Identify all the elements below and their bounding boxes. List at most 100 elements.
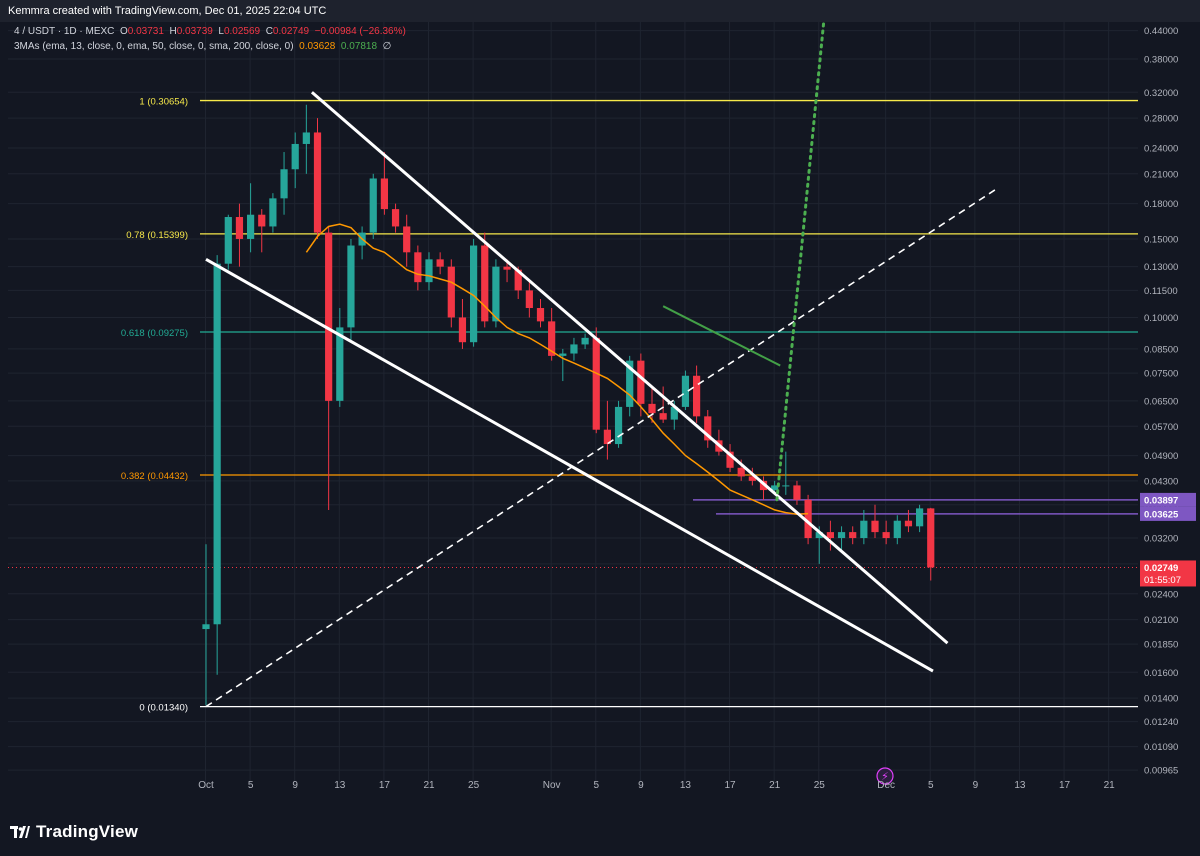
chart-pane[interactable]: 1 (0.30654) 0.78 (0.15399) 0.618 (0.09275)… (8, 22, 1138, 788)
candle-body (481, 245, 489, 322)
x-axis-tick-label: 25 (814, 780, 826, 788)
candle-body (681, 375, 690, 407)
bar-countdown-label: 01:55:07 (1144, 575, 1181, 586)
high-value: 0.03739 (176, 26, 213, 37)
candle-body (224, 217, 232, 264)
candle-body (447, 266, 455, 318)
x-axis-tick-label: 9 (292, 780, 298, 788)
x-axis-tick-label: 13 (1014, 780, 1026, 788)
y-axis-tick-label: 0.02400 (1144, 589, 1178, 600)
ma-indicator-label[interactable]: 3MAs (ema, 13, close, 0, ema, 50, close,… (14, 41, 294, 52)
candle-body (782, 485, 790, 487)
ma1-value: 0.03628 (299, 41, 336, 52)
ema13-line (305, 223, 809, 515)
y-axis-tick-label: 0.32000 (1144, 88, 1178, 99)
candle-body (837, 532, 846, 539)
fib-level-label: 0.618 (0.09275) (121, 328, 188, 339)
symbol-name[interactable]: 4 / USDT · 1D · MEXC (14, 26, 115, 37)
candle-body (548, 321, 556, 356)
y-axis-tick-label: 0.38000 (1144, 54, 1178, 65)
candle-body (492, 266, 500, 322)
event-icon (876, 767, 894, 785)
x-axis-tick-label: 9 (638, 780, 644, 788)
candle-body (614, 406, 623, 445)
candle-body (693, 375, 701, 417)
candle-body (570, 344, 578, 354)
x-axis-tick-label: 9 (973, 780, 979, 788)
x-axis-tick-label: 13 (334, 780, 346, 788)
candle-body (380, 178, 388, 210)
candle-body (670, 406, 678, 420)
low-label: L (218, 26, 224, 37)
drawing-solid-trendline (310, 91, 949, 645)
tradingview-brand-text: TradingView (36, 822, 139, 841)
y-axis-tick-label: 0.44000 (1144, 26, 1178, 37)
candle-body (235, 217, 244, 239)
candle-body (503, 266, 511, 270)
x-axis-tick-label: 25 (468, 780, 480, 788)
y-axis-tick-label: 0.18000 (1144, 199, 1178, 210)
x-axis-tick-label: 5 (928, 780, 934, 788)
candle-body (871, 520, 879, 533)
tradingview-logo[interactable]: TradingView (10, 822, 138, 842)
low-value: 0.02569 (223, 26, 261, 37)
candle-body (815, 532, 823, 539)
y-axis-tick-label: 0.21000 (1144, 169, 1178, 180)
x-axis-tick-label: Oct (198, 780, 214, 788)
y-axis-tick-label: 0.07500 (1144, 369, 1178, 380)
price-axis[interactable]: 0.44000 0.38000 0.32000 0.28000 0.24000 0.210… (1138, 22, 1200, 822)
x-axis-tick-label: 17 (724, 780, 736, 788)
y-axis-tick-label: 0.01600 (1144, 668, 1178, 679)
tradingview-logo-icon (10, 826, 30, 838)
candle-body (748, 476, 756, 481)
candle-body (202, 624, 210, 630)
y-axis-tick-label: 0.00965 (1144, 766, 1178, 777)
ma-legend: 3MAs (ema, 13, close, 0, ema, 50, close,… (14, 41, 391, 52)
close-label: C (265, 26, 273, 37)
x-axis-tick-label: Dec (877, 780, 895, 788)
x-axis-tick-label: 5 (593, 780, 599, 788)
candle-body (804, 499, 812, 539)
candle-body (904, 520, 913, 527)
candle-body (536, 308, 545, 322)
y-axis-tick-label: 0.06500 (1144, 396, 1178, 407)
y-axis-tick-label: 0.04300 (1144, 476, 1178, 487)
price-tag-label: 0.03897 (1144, 495, 1178, 506)
y-axis-tick-label: 0.28000 (1144, 114, 1178, 125)
candle-body (291, 143, 299, 170)
candle-body (726, 451, 734, 468)
candle-body (391, 209, 400, 227)
price-chart[interactable]: 1 (0.30654) 0.78 (0.15399) 0.618 (0.09275)… (8, 22, 1138, 788)
ma3-value: ∅ (382, 41, 392, 52)
fib-level-label: 1 (0.30654) (139, 97, 188, 108)
y-axis-tick-label: 0.01400 (1144, 694, 1178, 705)
drawing-solid-trendline (662, 305, 781, 367)
candle-body (336, 327, 344, 401)
x-axis-tick-label: 13 (680, 780, 692, 788)
ma2-value: 0.07818 (340, 41, 378, 52)
candle-body (704, 416, 712, 441)
x-axis-tick-label: 21 (423, 780, 435, 788)
price-tag-background (1140, 506, 1196, 521)
high-label: H (169, 26, 177, 37)
candle-body (514, 269, 522, 291)
y-axis-tick-label: 0.11500 (1144, 286, 1178, 297)
candle-body (347, 245, 355, 328)
candle-body (849, 532, 857, 539)
x-axis-tick-label: 17 (1059, 780, 1071, 788)
last-price-label: 0.02749 (1144, 563, 1178, 574)
y-axis-tick-label: 0.15000 (1144, 234, 1178, 245)
candle-body (793, 485, 801, 500)
candle-body (280, 169, 288, 199)
y-axis-tick-label: 0.04900 (1144, 451, 1178, 462)
drawing-dashed-trendline (205, 187, 999, 708)
drawing-solid-trendline (205, 258, 934, 673)
candle-body (603, 429, 611, 445)
price-tag-label: 0.03625 (1144, 509, 1179, 520)
y-axis-tick-label: 0.10000 (1144, 313, 1178, 324)
candle-body (302, 132, 310, 144)
fib-level-label: 0 (0.01340) (139, 703, 188, 714)
candle-body (258, 214, 266, 227)
candle-body (648, 403, 656, 414)
drawing-dotted-trendline (775, 22, 826, 502)
